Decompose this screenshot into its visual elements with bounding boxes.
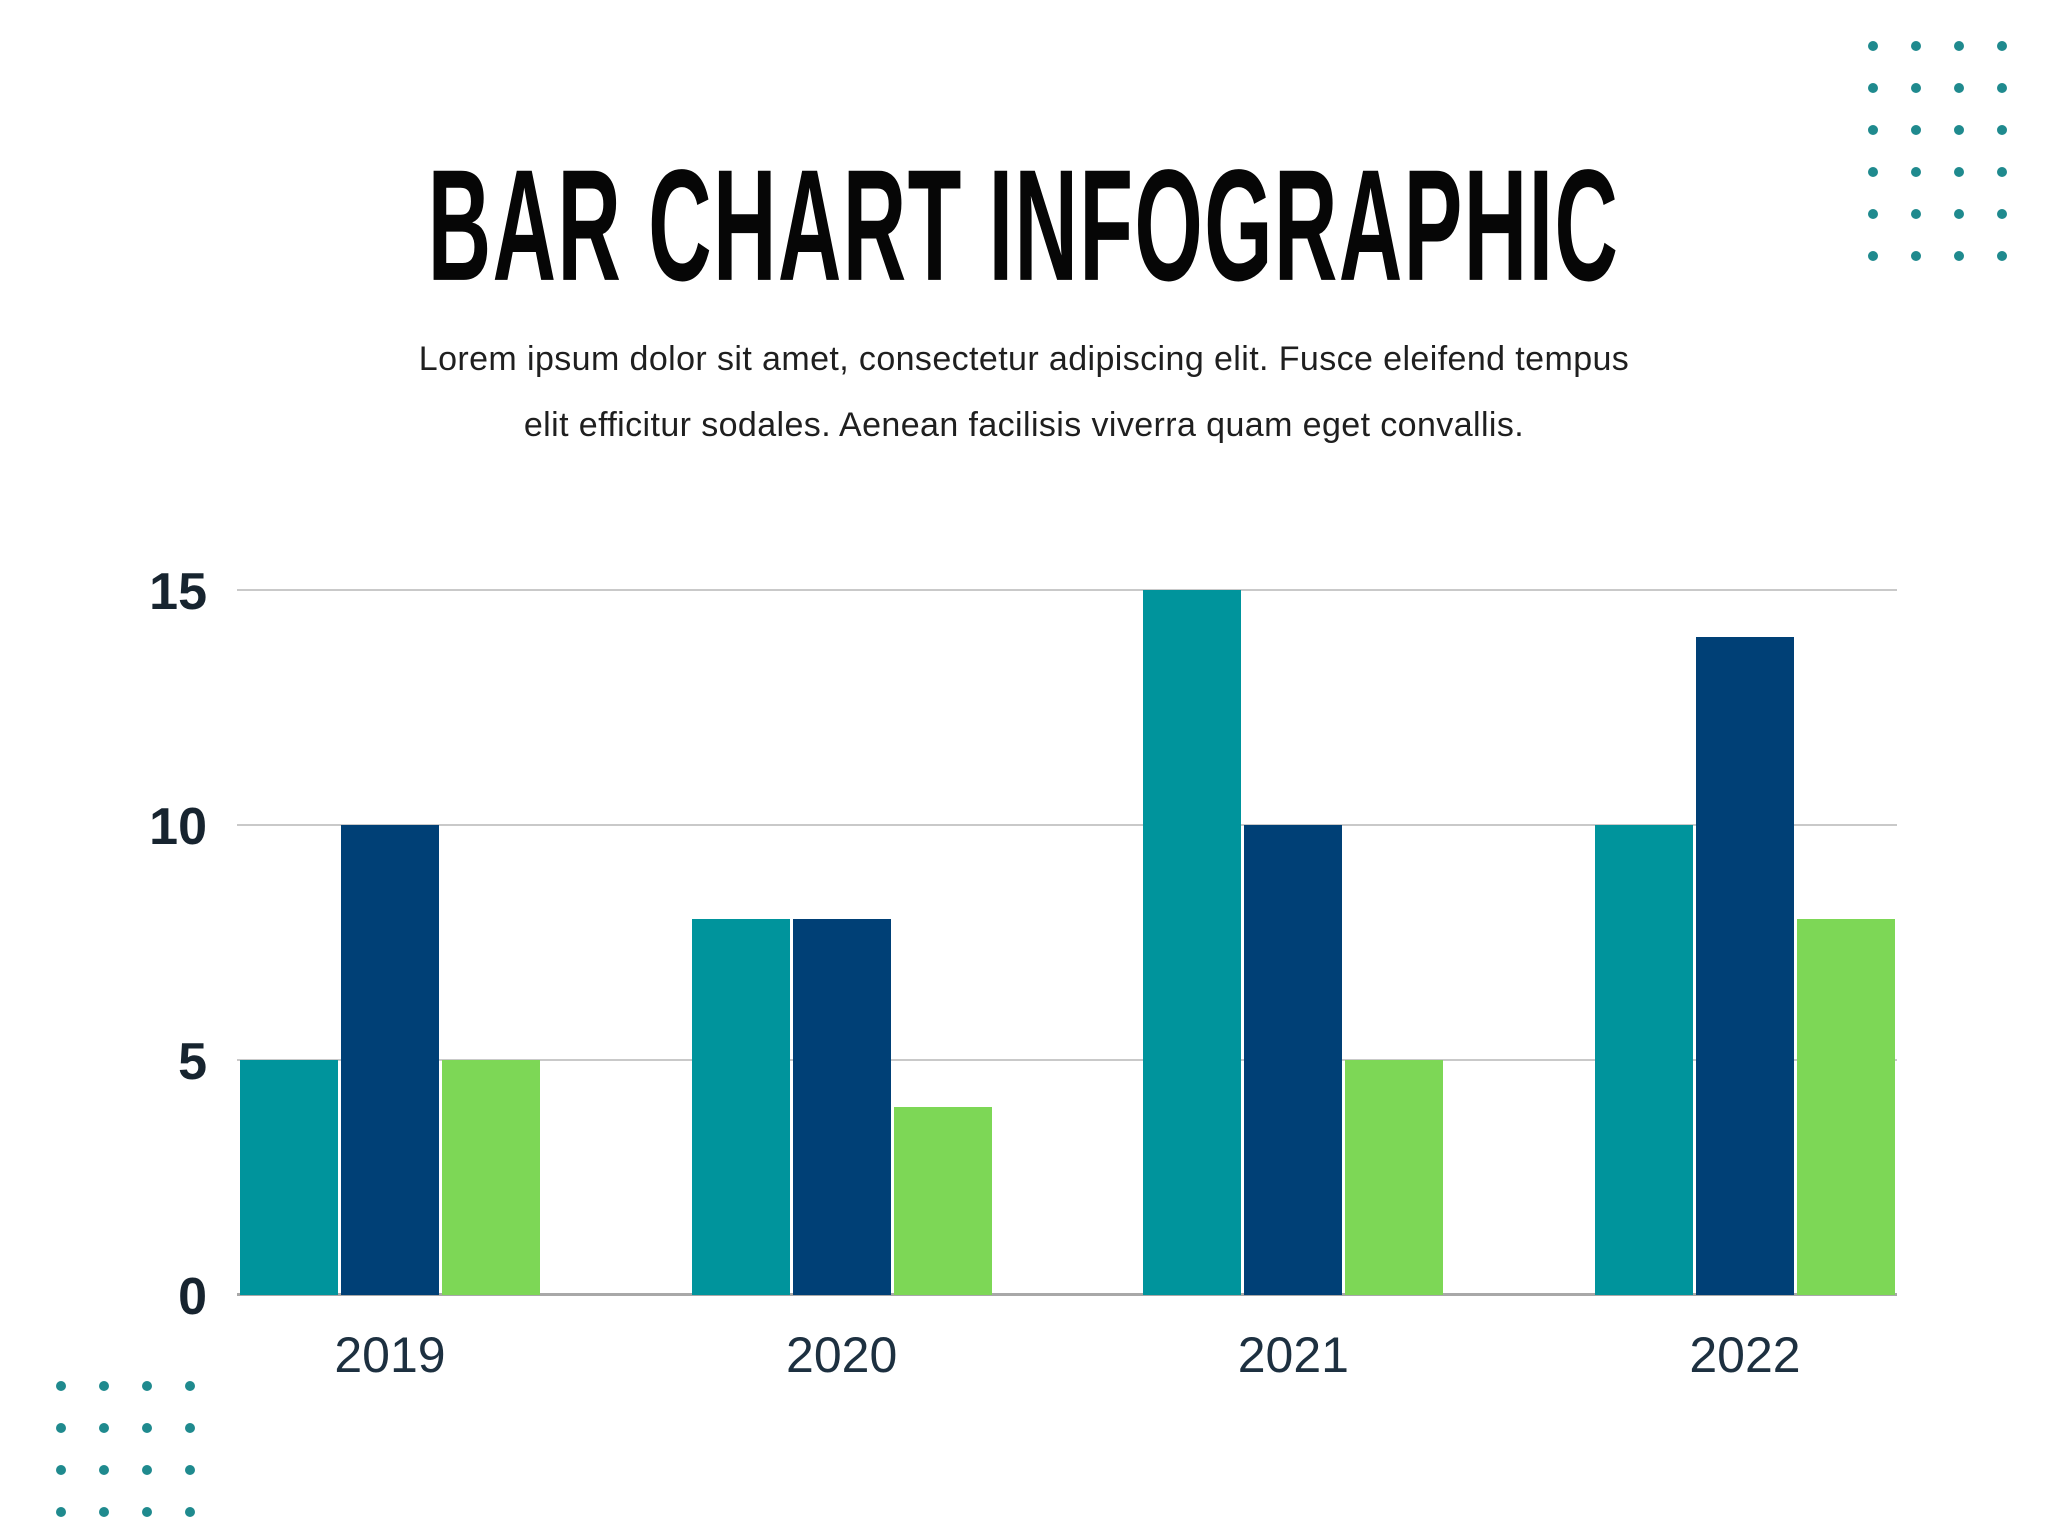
decor-bottom-left-dot xyxy=(99,1507,109,1517)
bar-2020-green-series xyxy=(893,1107,992,1295)
decor-top-right-dot xyxy=(1997,83,2007,93)
decor-top-right-dot xyxy=(1997,41,2007,51)
decor-top-right-dot xyxy=(1868,41,1878,51)
decor-top-right-dot xyxy=(1868,209,1878,219)
decor-top-right-dot xyxy=(1911,251,1921,261)
y-tick-label-0: 0 xyxy=(178,1268,207,1326)
bar-2019-navy-series xyxy=(341,825,439,1295)
bar-2022-navy-series xyxy=(1696,637,1794,1295)
decor-bottom-left-dot xyxy=(56,1381,66,1391)
decor-bottom-left-dot xyxy=(56,1507,66,1517)
decor-bottom-left-dot xyxy=(99,1465,109,1475)
decor-top-right-dot xyxy=(1954,83,1964,93)
decor-dots-bottom-left xyxy=(56,1381,195,1517)
decor-bottom-left-dot xyxy=(142,1465,152,1475)
decor-bottom-left-dot xyxy=(142,1381,152,1391)
x-tick-label-2019: 2019 xyxy=(334,1327,446,1383)
bar-2020-teal-series xyxy=(691,919,790,1295)
decor-top-right-dot xyxy=(1954,41,1964,51)
bar-2019-teal-series xyxy=(240,1060,338,1295)
x-tick-label-2020: 2020 xyxy=(786,1327,898,1383)
decor-top-right-dot xyxy=(1954,125,1964,135)
bar-2020-navy-series xyxy=(792,919,891,1295)
x-axis-baseline xyxy=(237,1293,1897,1296)
x-tick-label-2021: 2021 xyxy=(1237,1327,1349,1383)
bar-2019-green-series xyxy=(442,1060,540,1295)
decor-bottom-left-dot xyxy=(142,1423,152,1433)
bar-2021-teal-series xyxy=(1143,590,1242,1295)
gridline-y5 xyxy=(237,1059,1897,1061)
bar-2021-green-series xyxy=(1345,1060,1444,1295)
decor-top-right-dot xyxy=(1868,125,1878,135)
decor-bottom-left-dot xyxy=(185,1381,195,1391)
gridline-y15 xyxy=(237,589,1897,591)
decor-top-right-dot xyxy=(1997,167,2007,177)
decor-top-right-dot xyxy=(1954,209,1964,219)
decor-top-right-dot xyxy=(1911,41,1921,51)
decor-top-right-dot xyxy=(1954,251,1964,261)
gridline-y10 xyxy=(237,824,1897,826)
decor-bottom-left-dot xyxy=(185,1423,195,1433)
bar-2022-green-series xyxy=(1797,919,1895,1295)
decor-bottom-left-dot xyxy=(142,1507,152,1517)
decor-bottom-left-dot xyxy=(56,1465,66,1475)
decor-bottom-left-dot xyxy=(185,1465,195,1475)
subtitle-line-2: elit efficitur sodales. Aenean facilisis… xyxy=(523,406,1525,444)
decor-bottom-left-dot xyxy=(99,1381,109,1391)
decor-dots-top-right xyxy=(1868,41,2007,261)
decor-bottom-left-dot xyxy=(99,1423,109,1433)
decor-top-right-dot xyxy=(1911,125,1921,135)
decor-bottom-left-dot xyxy=(56,1423,66,1433)
decor-top-right-dot xyxy=(1954,167,1964,177)
page-subtitle: Lorem ipsum dolor sit amet, consectetur … xyxy=(0,326,2048,458)
decor-top-right-dot xyxy=(1997,209,2007,219)
decor-bottom-left-dot xyxy=(185,1507,195,1517)
y-tick-label-5: 5 xyxy=(178,1033,207,1091)
x-tick-label-2022: 2022 xyxy=(1689,1327,1801,1383)
decor-top-right-dot xyxy=(1911,167,1921,177)
bar-2022-teal-series xyxy=(1595,825,1693,1295)
y-tick-label-10: 10 xyxy=(149,798,207,856)
bar-2021-navy-series xyxy=(1244,825,1343,1295)
subtitle-line-1: Lorem ipsum dolor sit amet, consectetur … xyxy=(418,340,1630,378)
decor-top-right-dot xyxy=(1997,251,2007,261)
title-wrap: BAR CHART INFOGRAPHIC xyxy=(0,146,2048,305)
decor-top-right-dot xyxy=(1997,125,2007,135)
decor-top-right-dot xyxy=(1911,83,1921,93)
decor-top-right-dot xyxy=(1868,83,1878,93)
decor-top-right-dot xyxy=(1911,209,1921,219)
page-title: BAR CHART INFOGRAPHIC xyxy=(428,136,1620,314)
decor-top-right-dot xyxy=(1868,167,1878,177)
y-tick-label-15: 15 xyxy=(149,563,207,621)
decor-top-right-dot xyxy=(1868,251,1878,261)
